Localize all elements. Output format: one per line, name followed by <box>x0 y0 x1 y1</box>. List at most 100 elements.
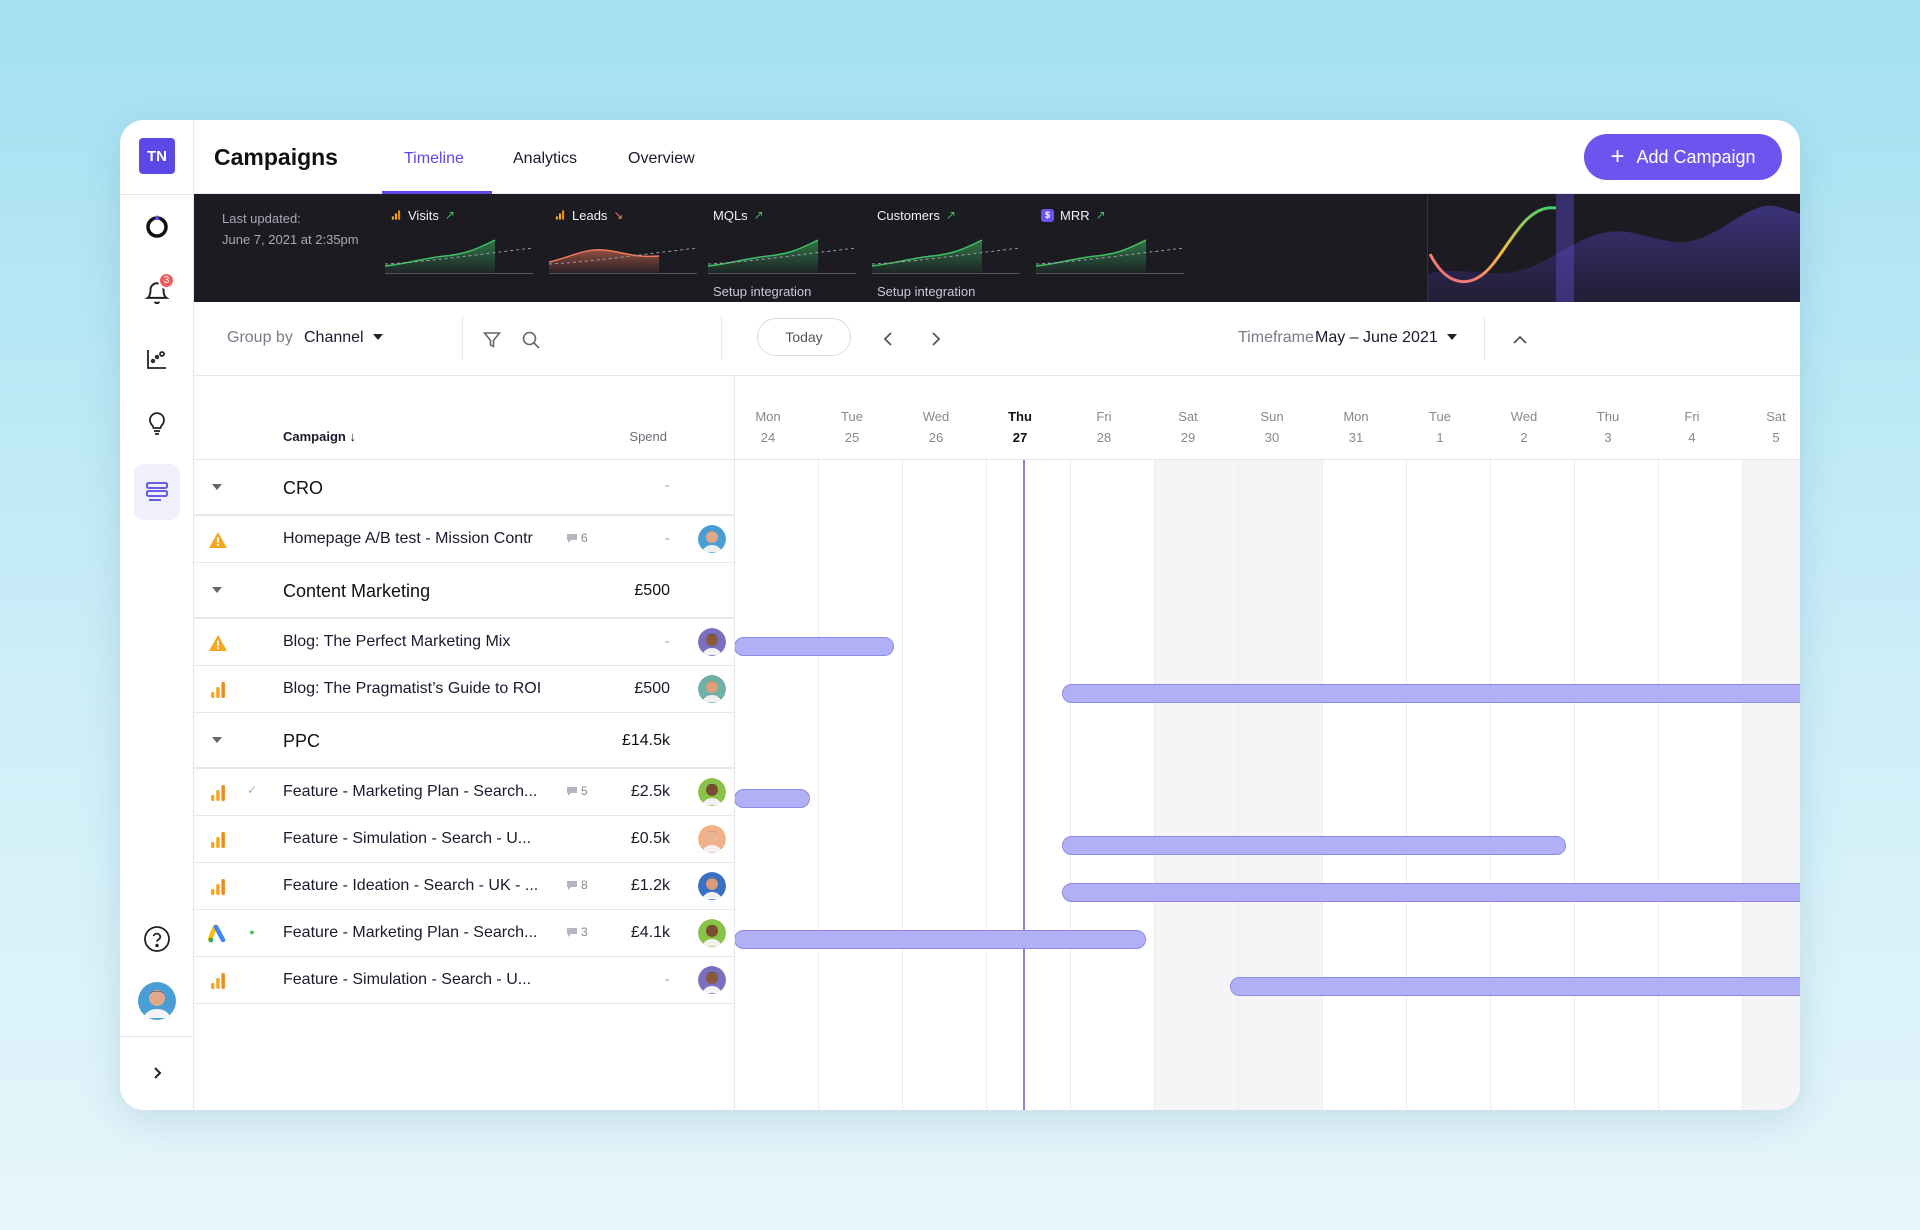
currency-badge-icon: $ <box>1041 208 1054 222</box>
chevron-right-icon[interactable] <box>927 331 943 347</box>
metric-card-customers[interactable]: Customers ↗ Setup integration <box>872 206 1057 299</box>
owner-avatar[interactable] <box>698 778 726 806</box>
campaign-row[interactable]: Homepage A/B test - Mission Contr 6 - <box>194 516 734 563</box>
setup-integration-link[interactable]: Setup integration <box>877 284 976 299</box>
comment-icon <box>567 880 577 890</box>
day-date: 4 <box>1688 430 1696 445</box>
campaign-name[interactable]: Feature - Marketing Plan - Search... <box>283 924 538 941</box>
sidebar-item-home[interactable] <box>134 204 180 250</box>
notification-badge: 3 <box>158 272 175 289</box>
group-spend: £14.5k <box>621 732 670 749</box>
metric-card-visits[interactable]: Visits ↗ <box>385 206 570 274</box>
search-icon[interactable] <box>522 331 540 349</box>
tab-timeline[interactable]: Timeline <box>404 150 464 167</box>
comment-count[interactable]: 3 <box>566 925 588 939</box>
campaign-name[interactable]: Feature - Ideation - Search - UK - ... <box>283 877 539 894</box>
sidebar-item-help[interactable] <box>134 916 180 962</box>
avatar <box>698 778 726 806</box>
day-header: Tue 1 <box>1398 406 1482 448</box>
metric-card-leads[interactable]: Leads ↘ <box>549 206 734 274</box>
owner-avatar[interactable] <box>698 675 726 703</box>
owner-avatar[interactable] <box>698 966 726 994</box>
tab-overview[interactable]: Overview <box>628 150 695 167</box>
comment-count[interactable]: 5 <box>566 784 588 798</box>
campaign-name[interactable]: Feature - Simulation - Search - U... <box>283 971 532 988</box>
campaign-spend: £2.5k <box>630 783 670 800</box>
campaign-name[interactable]: Feature - Simulation - Search - U... <box>283 830 532 847</box>
campaign-name[interactable]: Blog: The Perfect Marketing Mix <box>283 633 511 650</box>
campaign-name[interactable]: Blog: The Pragmatist’s Guide to ROI <box>283 680 542 697</box>
list-divider <box>734 376 735 1110</box>
day-of-week: Sat <box>1766 409 1786 424</box>
campaign-name[interactable]: Homepage A/B test - Mission Contr <box>283 530 533 547</box>
group-row[interactable]: CRO - <box>194 460 734 516</box>
day-header: Sun 30 <box>1230 406 1314 448</box>
campaign-timeline-bar[interactable] <box>1062 882 1800 902</box>
campaign-row[interactable]: Feature - Simulation - Search - U... - <box>194 957 734 1004</box>
group-by-select[interactable]: Channel <box>304 329 383 347</box>
caret-down-icon[interactable] <box>212 484 222 490</box>
avatar <box>698 919 726 947</box>
chevron-left-icon[interactable] <box>881 331 897 347</box>
campaign-row[interactable]: Feature - Ideation - Search - UK - ... 8 £… <box>194 863 734 910</box>
caret-down-icon[interactable] <box>212 737 222 743</box>
chevron-up-icon[interactable] <box>1512 332 1528 348</box>
campaign-name[interactable]: Feature - Marketing Plan - Search... <box>283 783 538 800</box>
comment-icon <box>567 786 577 796</box>
group-by-value: Channel <box>304 329 364 346</box>
owner-avatar[interactable] <box>698 825 726 853</box>
owner-avatar[interactable] <box>698 919 726 947</box>
filter-icon[interactable] <box>483 331 501 349</box>
caret-down-icon[interactable] <box>212 587 222 593</box>
sidebar-user-avatar[interactable] <box>134 978 180 1024</box>
campaign-timeline-bar[interactable] <box>1062 835 1566 855</box>
campaign-row[interactable]: ● Feature - Marketing Plan - Search... 3 £4… <box>194 910 734 957</box>
sidebar-item-analytics[interactable] <box>134 336 180 382</box>
day-header: Mon 31 <box>1314 406 1398 448</box>
metric-card-mqls[interactable]: MQLs ↗ Setup integration <box>708 206 893 299</box>
sidebar-item-timeline[interactable] <box>134 464 180 520</box>
tab-analytics[interactable]: Analytics <box>513 150 578 167</box>
day-gridline <box>1406 460 1407 1110</box>
comment-count[interactable]: 8 <box>566 878 588 892</box>
campaign-timeline-bar[interactable] <box>1230 976 1800 996</box>
metric-sparkline <box>549 247 698 274</box>
day-date: 2 <box>1520 430 1528 445</box>
group-name: Content Marketing <box>283 581 431 601</box>
campaign-timeline-bar[interactable] <box>735 788 810 808</box>
column-header-spend[interactable]: Spend <box>629 429 667 444</box>
owner-avatar[interactable] <box>698 525 726 553</box>
campaign-timeline-bar[interactable] <box>735 636 894 656</box>
metric-card-mrr[interactable]: $ MRR ↗ <box>1036 206 1221 274</box>
campaign-row[interactable]: ✓ Feature - Marketing Plan - Search... 5 £2… <box>194 769 734 816</box>
plus-icon: + <box>1610 143 1625 170</box>
timeframe-select[interactable]: May – June 2021 <box>1315 329 1457 347</box>
trend-arrow-icon: ↗ <box>444 208 455 222</box>
sidebar-item-notifications[interactable]: 3 <box>134 270 180 316</box>
comment-count-value: 3 <box>581 925 588 939</box>
day-of-week: Wed <box>1510 409 1538 424</box>
workspace-logo[interactable]: TN <box>139 138 175 174</box>
campaign-row[interactable]: Blog: The Perfect Marketing Mix - <box>194 619 734 666</box>
today-button[interactable]: Today <box>757 318 851 356</box>
campaign-row[interactable]: Feature - Simulation - Search - U... £0.5… <box>194 816 734 863</box>
add-campaign-button[interactable]: + Add Campaign <box>1584 134 1782 180</box>
campaign-timeline-bar[interactable] <box>1062 683 1800 703</box>
day-of-week: Mon <box>1343 409 1369 424</box>
metric-name: Visits <box>408 207 439 223</box>
campaign-row[interactable]: Blog: The Pragmatist’s Guide to ROI £500 <box>194 666 734 713</box>
owner-avatar[interactable] <box>698 628 726 656</box>
column-header-campaign[interactable]: Campaign ↓ <box>283 429 356 444</box>
circle-logo-icon <box>146 215 168 238</box>
setup-integration-link[interactable]: Setup integration <box>713 284 812 299</box>
expand-sidebar-button[interactable] <box>134 1050 180 1096</box>
sidebar-item-ideas[interactable] <box>134 400 180 446</box>
day-gridline <box>1574 460 1575 1110</box>
group-row[interactable]: Content Marketing £500 <box>194 563 734 619</box>
campaign-timeline-bar[interactable] <box>735 929 1146 949</box>
owner-avatar[interactable] <box>698 872 726 900</box>
group-row[interactable]: PPC £14.5k <box>194 713 734 769</box>
trend-arrow-icon: ↗ <box>1095 208 1106 222</box>
add-campaign-label: Add Campaign <box>1636 146 1756 167</box>
comment-count[interactable]: 6 <box>566 531 588 545</box>
